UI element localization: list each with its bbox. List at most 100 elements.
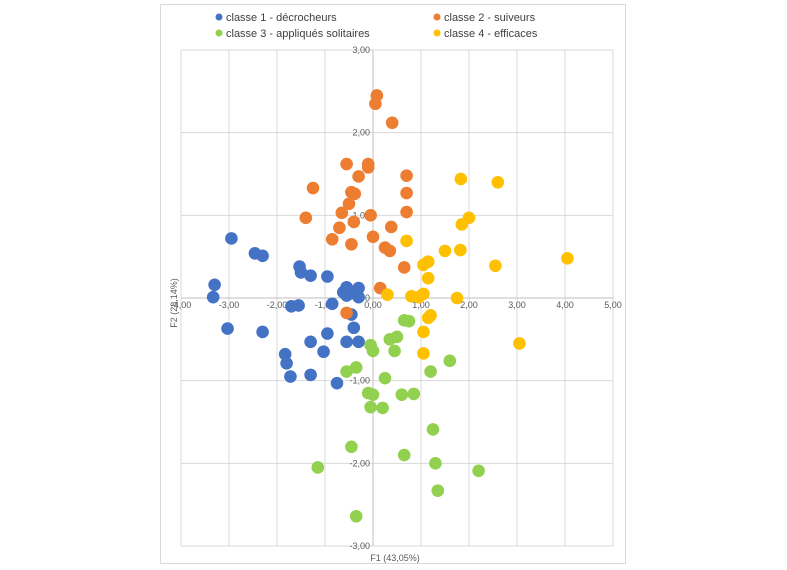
- data-point: [225, 232, 238, 245]
- legend-marker: [433, 13, 441, 21]
- x-tick-label: 1,00: [412, 300, 430, 310]
- data-point: [378, 371, 392, 385]
- data-point: [417, 287, 430, 301]
- y-tick-label: 3,00: [352, 45, 370, 55]
- legend-item-4: classe 4 - efficaces: [433, 28, 538, 40]
- data-point: [491, 175, 505, 189]
- data-point: [395, 388, 409, 402]
- legend: classe 1 - décrocheurs classe 2 - suiveur…: [215, 12, 538, 40]
- x-tick-label: -3,00: [219, 300, 240, 310]
- data-point: [340, 365, 353, 378]
- data-point: [489, 259, 502, 273]
- data-point: [454, 243, 467, 257]
- data-point: [348, 187, 362, 201]
- data-point: [455, 218, 469, 231]
- legend-item-1: classe 1 - décrocheurs: [215, 12, 337, 24]
- data-point: [304, 269, 317, 282]
- data-point: [221, 322, 234, 335]
- data-point: [352, 281, 365, 295]
- data-point: [325, 233, 339, 246]
- data-point: [349, 509, 363, 523]
- data-point: [340, 157, 353, 171]
- data-point: [340, 289, 353, 302]
- series-1: [206, 232, 365, 390]
- data-point: [364, 209, 377, 222]
- data-point: [407, 387, 421, 401]
- data-point: [397, 261, 411, 274]
- data-points: [206, 89, 574, 523]
- legend-label: classe 2 - suiveurs: [444, 12, 536, 24]
- data-point: [284, 370, 297, 383]
- data-point: [366, 344, 380, 358]
- x-tick-label: -1,00: [315, 300, 336, 310]
- data-point: [345, 440, 358, 454]
- data-point: [256, 325, 269, 339]
- data-point: [402, 314, 416, 328]
- data-point: [397, 448, 411, 462]
- data-point: [304, 335, 317, 349]
- x-tick-label: 2,00: [460, 300, 478, 310]
- data-point: [366, 388, 380, 402]
- data-point: [388, 344, 401, 358]
- legend-item-3: classe 3 - appliqués solitaires: [215, 28, 370, 40]
- data-point: [431, 484, 445, 497]
- y-axis-title: F2 (28,14%): [169, 278, 179, 328]
- data-point: [429, 457, 442, 470]
- data-point: [347, 215, 361, 229]
- legend-label: classe 3 - appliqués solitaires: [226, 28, 370, 40]
- series-4: [381, 172, 574, 360]
- data-point: [438, 244, 452, 258]
- x-tick-label: 5,00: [604, 300, 622, 310]
- data-point: [369, 97, 382, 111]
- y-tick-label: 2,00: [352, 128, 370, 138]
- data-point: [352, 170, 365, 183]
- data-point: [347, 321, 361, 335]
- data-point: [317, 345, 330, 359]
- data-point: [342, 197, 356, 211]
- data-point: [256, 249, 269, 263]
- series-3: [311, 314, 485, 523]
- data-point: [426, 423, 440, 436]
- data-point: [450, 291, 464, 305]
- data-point: [285, 299, 298, 313]
- chart-frame: -4,00 -3,00 -2,00 -1,00 0,00 1,00 2,00 3,00 4,00…: [160, 4, 626, 564]
- data-point: [349, 361, 363, 374]
- data-point: [472, 464, 485, 478]
- data-point: [385, 116, 399, 130]
- axes: [181, 50, 613, 546]
- data-point: [352, 335, 365, 349]
- data-point: [311, 461, 325, 474]
- data-point: [352, 290, 365, 304]
- x-tick-label: -2,00: [267, 300, 288, 310]
- data-point: [335, 206, 349, 220]
- x-axis-title: F1 (43,05%): [370, 553, 420, 563]
- legend-marker: [433, 29, 441, 37]
- data-point: [376, 401, 389, 415]
- data-point: [340, 306, 353, 320]
- data-point: [417, 258, 430, 272]
- data-point: [400, 205, 413, 219]
- data-point: [561, 252, 574, 265]
- data-point: [364, 400, 377, 414]
- data-point: [206, 290, 220, 304]
- data-point: [383, 244, 397, 258]
- data-point: [280, 357, 293, 370]
- data-point: [321, 270, 334, 283]
- data-point: [417, 325, 430, 339]
- y-tick-label: -2,00: [349, 458, 370, 468]
- scatter-chart: -4,00 -3,00 -2,00 -1,00 0,00 1,00 2,00 3,00 4,00…: [169, 12, 622, 563]
- data-point: [321, 327, 334, 340]
- y-tick-label: 1,00: [352, 210, 370, 220]
- data-point: [361, 161, 375, 174]
- data-point: [383, 333, 397, 346]
- data-point: [304, 368, 317, 382]
- legend-label: classe 4 - efficaces: [444, 28, 538, 40]
- data-point: [443, 354, 457, 368]
- data-point: [333, 221, 346, 235]
- y-tick-label: -1,00: [349, 376, 370, 386]
- legend-marker: [215, 29, 223, 37]
- x-tick-label: 0,00: [364, 300, 382, 310]
- data-point: [381, 288, 394, 301]
- data-point: [400, 234, 413, 248]
- data-point: [417, 347, 430, 360]
